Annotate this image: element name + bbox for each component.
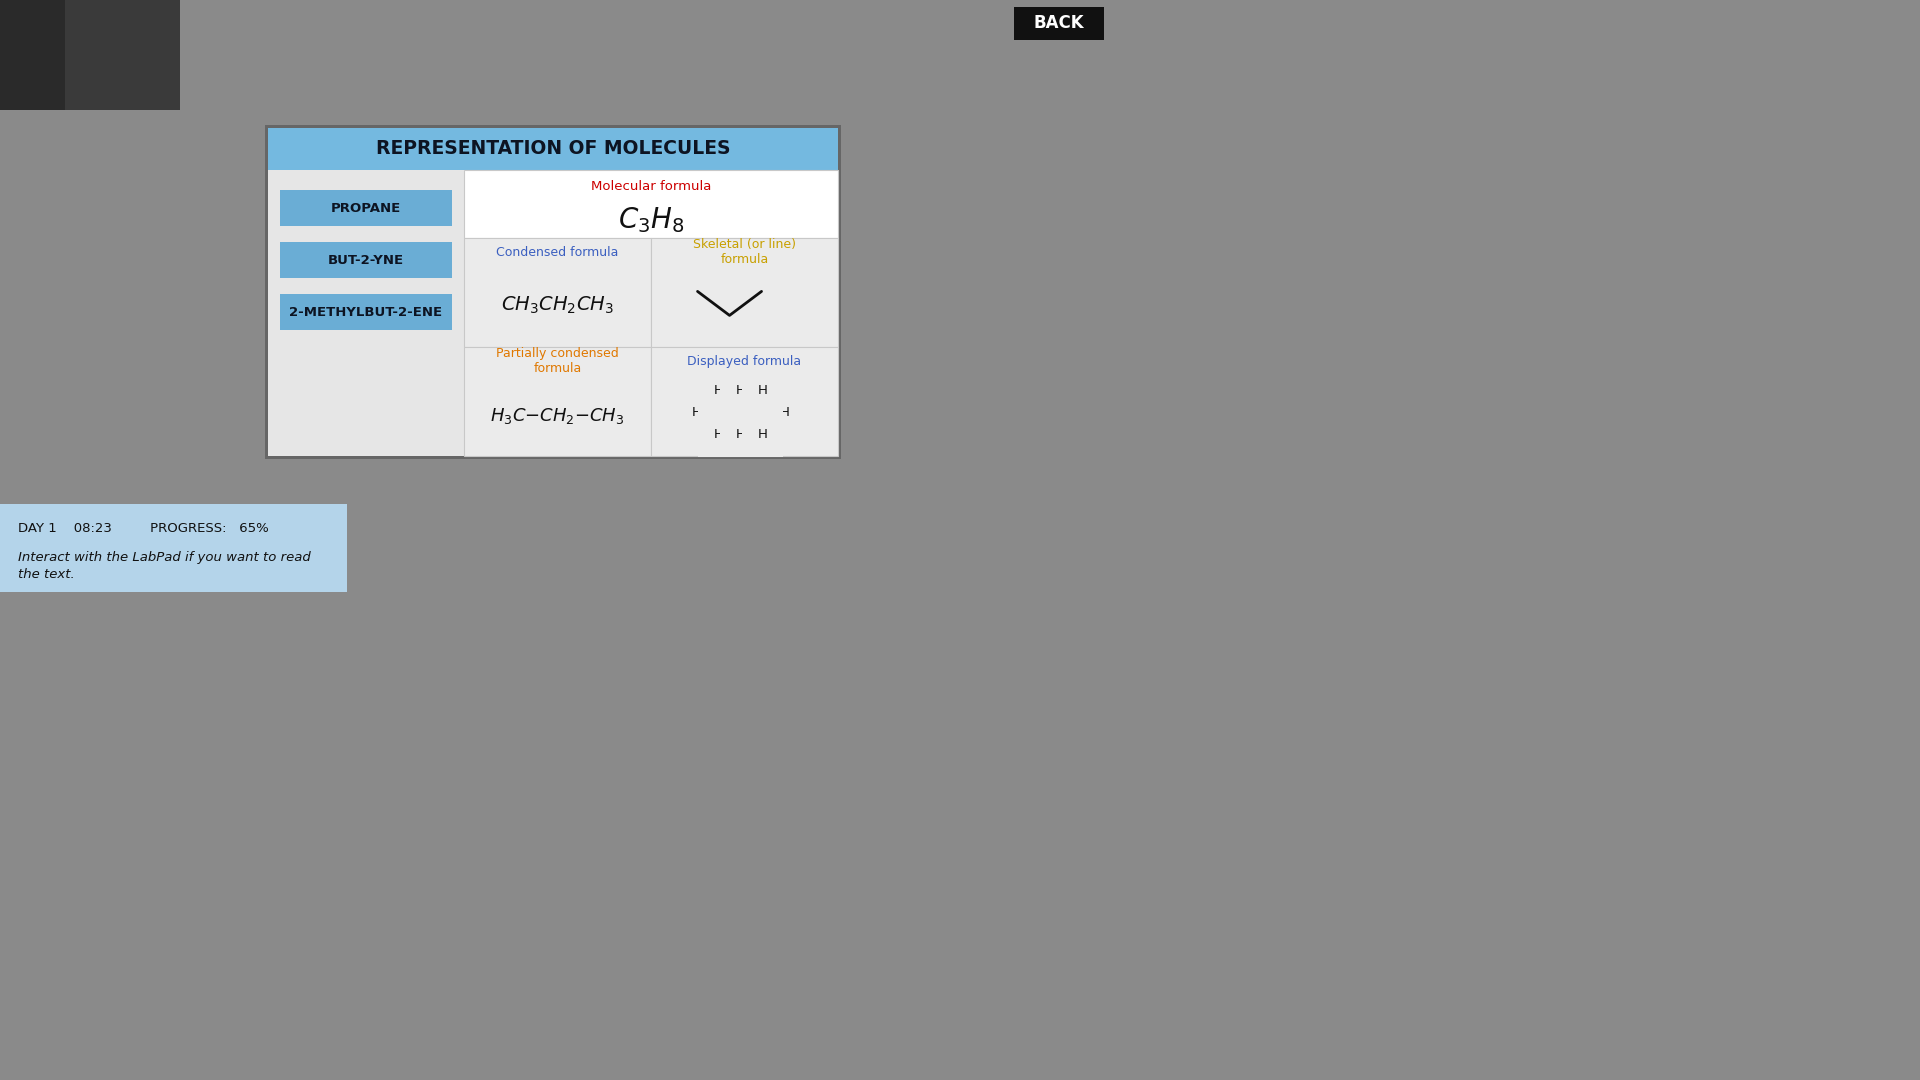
Bar [465, 170, 837, 456]
Bar [265, 125, 841, 459]
Text: H: H [714, 428, 724, 441]
Bar [465, 238, 651, 347]
Bar [465, 170, 837, 238]
Text: C: C [758, 406, 768, 419]
Text: H: H [691, 406, 701, 419]
Bar [0, 504, 348, 592]
Bar [0, 0, 65, 110]
Text: H: H [735, 428, 745, 441]
Bar [280, 242, 451, 278]
Text: BUT-2-YNE: BUT-2-YNE [328, 254, 403, 267]
Bar [280, 294, 451, 330]
Text: Partially condensed
formula: Partially condensed formula [495, 347, 618, 375]
Text: Interact with the LabPad if you want to read
the text.: Interact with the LabPad if you want to … [17, 551, 311, 581]
Text: H: H [758, 428, 768, 441]
Text: Skeletal (or line)
formula: Skeletal (or line) formula [693, 238, 797, 266]
Text: C: C [735, 406, 745, 419]
Text: H: H [758, 383, 768, 396]
Text: Condensed formula: Condensed formula [495, 245, 618, 258]
Bar [269, 129, 837, 170]
Text: REPRESENTATION OF MOLECULES: REPRESENTATION OF MOLECULES [376, 139, 730, 159]
Bar [269, 129, 837, 456]
Text: H: H [780, 406, 789, 419]
Text: C: C [714, 406, 724, 419]
Bar [1014, 6, 1104, 40]
Text: BACK: BACK [1033, 14, 1085, 32]
Bar [651, 238, 837, 347]
Bar [465, 347, 651, 456]
Text: $CH_3CH_2CH_3$: $CH_3CH_2CH_3$ [501, 295, 614, 316]
Bar [0, 0, 180, 110]
Text: 2-METHYLBUT-2-ENE: 2-METHYLBUT-2-ENE [290, 306, 444, 319]
Text: $C_3H_8$: $C_3H_8$ [618, 205, 684, 234]
Text: H: H [735, 383, 745, 396]
Bar [280, 190, 451, 226]
Text: Displayed formula: Displayed formula [687, 354, 801, 367]
Text: H: H [714, 383, 724, 396]
Text: Molecular formula: Molecular formula [591, 179, 710, 192]
Bar [651, 347, 837, 456]
Text: $H_3C{-}CH_2{-}CH_3$: $H_3C{-}CH_2{-}CH_3$ [490, 406, 624, 426]
Text: PROPANE: PROPANE [330, 202, 401, 215]
Text: DAY 1    08:23         PROGRESS:   65%: DAY 1 08:23 PROGRESS: 65% [17, 522, 269, 535]
